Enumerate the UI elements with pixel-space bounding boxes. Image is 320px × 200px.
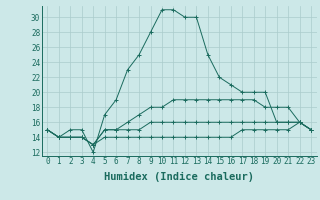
X-axis label: Humidex (Indice chaleur): Humidex (Indice chaleur) bbox=[104, 172, 254, 182]
